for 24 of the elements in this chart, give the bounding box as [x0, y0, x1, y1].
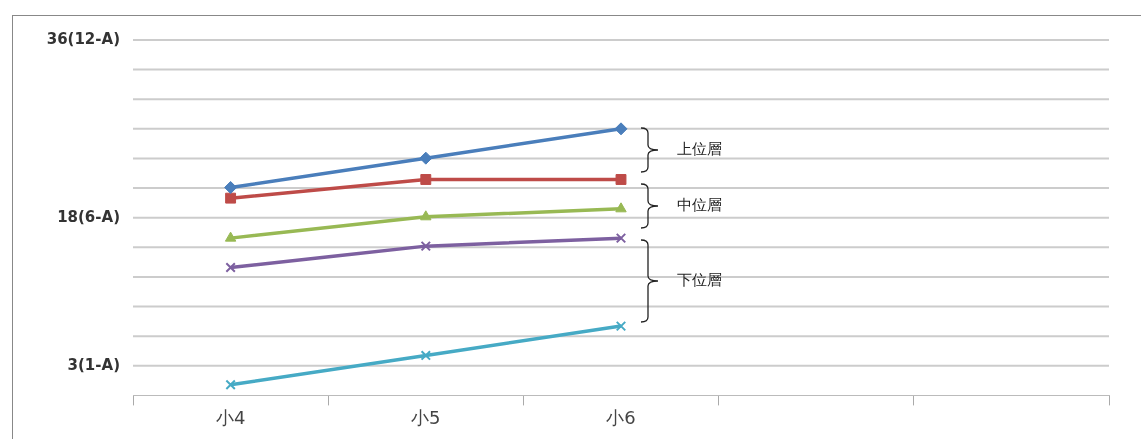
- point: [420, 174, 432, 185]
- text: 18(6-A): [56, 207, 120, 226]
- point: [225, 262, 236, 273]
- point: [420, 210, 432, 221]
- point: [225, 379, 236, 390]
- point: [224, 231, 237, 242]
- x-tick-label: 小5: [411, 406, 441, 428]
- point: [419, 151, 433, 165]
- annotation: 下位層: [677, 271, 722, 290]
- point: [614, 122, 628, 136]
- point: [615, 174, 627, 185]
- point: [420, 240, 432, 252]
- text: 36(12-A): [45, 30, 120, 48]
- point: [225, 192, 237, 204]
- x-tick-label: 小6: [606, 406, 636, 428]
- point: [615, 232, 627, 244]
- annotation: 上位層: [677, 140, 722, 159]
- point: [615, 320, 627, 332]
- x-tick-label: 小4: [215, 406, 246, 428]
- annotation: 中位層: [677, 196, 722, 215]
- text: 3(1-A): [66, 355, 120, 374]
- point: [420, 350, 432, 361]
- point: [615, 202, 627, 213]
- point: [224, 180, 238, 194]
